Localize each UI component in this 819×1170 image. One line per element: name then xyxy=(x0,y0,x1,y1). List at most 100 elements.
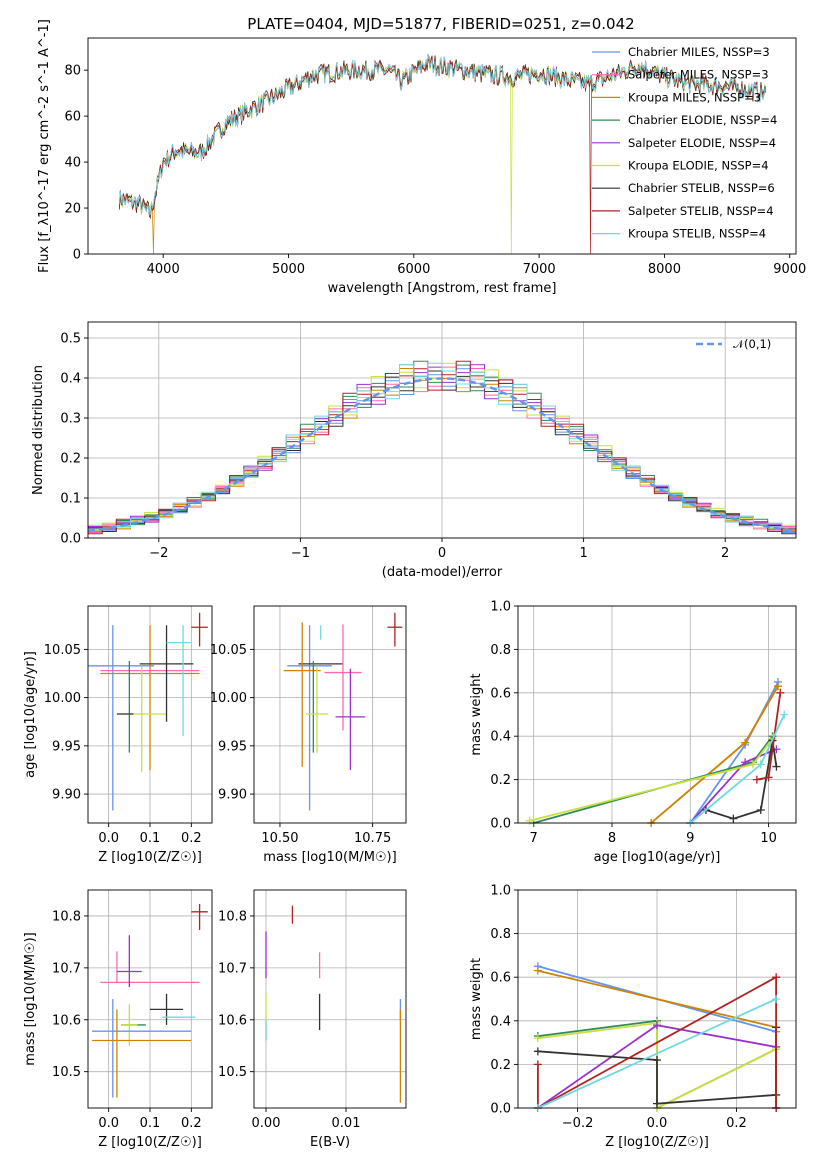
x-tick-label: 0.1 xyxy=(140,831,161,846)
legend-entry: Salpeter ELODIE, NSSP=4 xyxy=(628,136,776,150)
legend-entry: Kroupa ELODIE, NSSP=4 xyxy=(628,159,769,173)
x-tick-label: 8 xyxy=(608,831,616,846)
point-marker xyxy=(653,1021,661,1030)
y-tick-label: 10.05 xyxy=(210,643,247,658)
y-tick-label: 10.7 xyxy=(52,961,81,976)
y-tick-label: 9.95 xyxy=(218,739,247,754)
y-axis-label: Normed distribution xyxy=(31,365,46,495)
y-tick-label: 0.2 xyxy=(490,1058,511,1073)
axes-frame xyxy=(87,605,213,824)
legend-entry: Chabrier ELODIE, NSSP=4 xyxy=(628,113,777,127)
axes-frame xyxy=(87,37,797,255)
y-tick-label: 0.8 xyxy=(490,927,511,942)
x-axis-label: mass [log10(M/M☉)] xyxy=(263,850,396,865)
point-marker xyxy=(741,738,750,747)
x-axis-label: Z [log10(Z/Z☉)] xyxy=(98,850,202,865)
point-marker xyxy=(533,1047,542,1056)
y-tick-label: 0.4 xyxy=(490,730,511,745)
legend-entry: Chabrier MILES, NSSP=3 xyxy=(628,45,770,59)
x-tick-label: 0.2 xyxy=(181,831,202,846)
panel-age-vs-z: 0.0 0.1 0.2 9.90 9.95 10.00 10.05 Z [log10(Z/Z☉… xyxy=(23,605,213,865)
panel-mass-vs-z: 0.0 0.1 0.2 10.5 10.6 10.7 10.8 Z [log10(Z/Z☉)]… xyxy=(23,889,213,1150)
x-tick-label: 0.1 xyxy=(140,1116,161,1131)
x-tick-label: −0.2 xyxy=(562,1116,594,1131)
legend-entry: Salpeter STELIB, NSSP=4 xyxy=(628,204,774,218)
axes-frame xyxy=(253,889,407,1109)
x-tick-label: 0 xyxy=(438,546,446,561)
x-tick-label: 0.01 xyxy=(332,1116,361,1131)
y-tick-label: 10.6 xyxy=(52,1013,81,1028)
point-marker xyxy=(533,1060,542,1069)
x-axis-label: E(B-V) xyxy=(310,1135,350,1150)
point-marker xyxy=(772,762,781,771)
x-tick-label: 10 xyxy=(760,831,777,846)
y-tick-label: 10.5 xyxy=(218,1065,247,1080)
x-tick-label: 8000 xyxy=(648,262,681,277)
gaussian-curve xyxy=(88,377,796,533)
x-tick-label: 0.0 xyxy=(98,1116,119,1131)
legend-entry: 𝒩(0,1) xyxy=(733,337,771,351)
x-tick-label: 7 xyxy=(530,831,538,846)
x-tick-label: 0.2 xyxy=(181,1116,202,1131)
x-tick-label: 9 xyxy=(686,831,694,846)
point-marker xyxy=(748,760,757,769)
y-tick-label: 10.7 xyxy=(218,961,247,976)
axes-frame xyxy=(253,605,407,824)
x-tick-label: 4000 xyxy=(147,262,180,277)
point-marker xyxy=(772,973,781,982)
y-tick-label: 0.2 xyxy=(490,773,511,788)
spectrum-line xyxy=(118,53,767,216)
panel-massweight-vs-z: −0.2 0.0 0.2 0.0 0.2 0.4 0.6 0.8 1.0 Z [log10(Z/Z… xyxy=(469,884,797,1150)
y-tick-label: 0.0 xyxy=(490,1102,511,1117)
y-tick-label: 80 xyxy=(64,64,81,79)
axes-frame xyxy=(517,889,797,1109)
point-marker xyxy=(772,995,781,1003)
point-marker xyxy=(533,1034,542,1043)
axes-frame xyxy=(517,605,797,824)
panel-residuals: −2 −1 0 1 2 0.0 0.1 0.2 0.3 0.4 0.5 𝒩(0,1) (data-mod… xyxy=(31,321,797,580)
panel-massweight-vs-age: 7 8 9 10 0.0 0.2 0.4 0.6 0.8 1.0 age [log10(age/yr… xyxy=(469,600,797,865)
y-tick-label: 10.8 xyxy=(218,909,247,924)
panel-spectrum: 4000 5000 6000 7000 8000 9000 0 20 40 60 80 Chabrie… xyxy=(37,19,806,296)
y-tick-label: 10.00 xyxy=(44,691,81,706)
point-marker xyxy=(773,682,782,691)
y-tick-label: 0.6 xyxy=(490,971,511,986)
panel-age-vs-mass: 10.50 10.75 9.90 9.95 10.00 10.05 mass [log10(… xyxy=(210,605,407,865)
y-tick-label: 10.05 xyxy=(44,643,81,658)
y-tick-label: 0.8 xyxy=(490,643,511,658)
axes-frame xyxy=(87,321,797,539)
x-tick-label: 0.00 xyxy=(252,1116,281,1131)
x-tick-label: 0.0 xyxy=(647,1116,668,1131)
y-tick-label: 20 xyxy=(64,202,81,217)
y-axis-label: Flux [f_λ10^-17 erg cm^-2 s^-1 A^-1] xyxy=(37,19,52,273)
point-marker xyxy=(752,775,761,784)
point-marker xyxy=(764,773,773,782)
x-tick-label: 0.0 xyxy=(98,831,119,846)
legend-entry: Chabrier STELIB, NSSP=6 xyxy=(628,181,775,195)
point-marker xyxy=(653,1056,661,1065)
point-marker xyxy=(756,760,765,769)
y-tick-label: 1.0 xyxy=(490,600,511,615)
y-tick-label: 0.2 xyxy=(60,452,81,467)
x-tick-label: 10.50 xyxy=(261,831,298,846)
y-tick-label: 1.0 xyxy=(490,884,511,899)
point-marker xyxy=(780,710,789,719)
y-tick-label: 0.4 xyxy=(490,1014,511,1029)
x-tick-label: 1 xyxy=(579,546,587,561)
x-tick-label: 0.2 xyxy=(726,1116,747,1131)
y-axis-label: age [log10(age/yr)] xyxy=(23,651,38,778)
y-tick-label: 0.1 xyxy=(60,492,81,507)
mass-weight-line xyxy=(537,998,777,1109)
y-tick-label: 40 xyxy=(64,156,81,171)
y-tick-label: 10.5 xyxy=(52,1065,81,1080)
x-tick-label: 7000 xyxy=(523,262,556,277)
y-axis-label: mass [log10(M/M☉)] xyxy=(23,932,38,1065)
x-tick-label: 6000 xyxy=(397,262,430,277)
panels: 4000 5000 6000 7000 8000 9000020406080Chabrie… xyxy=(23,19,806,1150)
y-tick-label: 9.90 xyxy=(218,788,247,803)
y-tick-label: 0.0 xyxy=(490,817,511,832)
x-axis-label: Z [log10(Z/Z☉)] xyxy=(98,1135,202,1150)
x-tick-label: 10.75 xyxy=(354,831,391,846)
y-axis-label: mass weight xyxy=(469,673,484,755)
